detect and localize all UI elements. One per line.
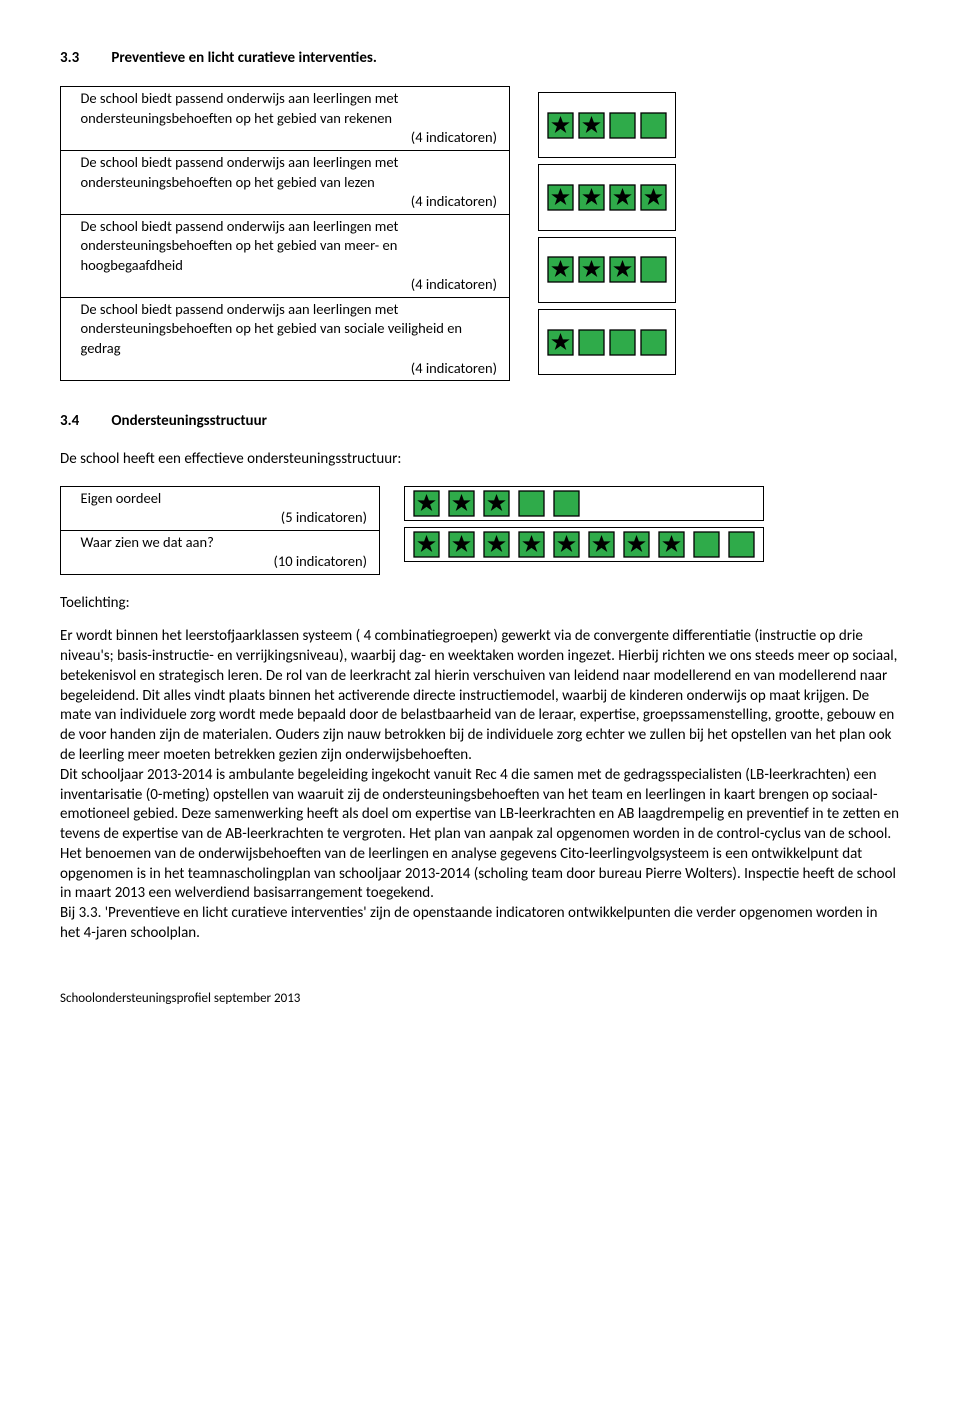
- indicator-box: [547, 256, 574, 283]
- indicator-box: [640, 112, 667, 139]
- section-33-heading: 3.3 Preventieve en licht curatieve inter…: [60, 48, 900, 68]
- indicator-box: [640, 329, 667, 356]
- indicator-box: [413, 531, 440, 558]
- indicator-box: [483, 490, 510, 517]
- indicator-box: [609, 329, 636, 356]
- body-paragraph: Er wordt binnen het leerstofjaarklassen …: [60, 627, 900, 944]
- indicator-box: [588, 531, 615, 558]
- row-indicator-count: (4 indicatoren): [81, 192, 502, 212]
- row-text: De school biedt passend onderwijs aan le…: [81, 153, 399, 191]
- indicator-box: [518, 490, 545, 517]
- table-gutter: [61, 530, 79, 574]
- indicator-box: [578, 329, 605, 356]
- section-33-num: 3.3: [60, 48, 108, 68]
- row-indicator-count: (4 indicatoren): [81, 275, 502, 295]
- table-gutter: [61, 297, 79, 380]
- row-indicator-count: (5 indicatoren): [81, 508, 372, 528]
- indicator-box: [483, 531, 510, 558]
- indicator-box: [658, 531, 685, 558]
- row-indicator-count: (4 indicatoren): [81, 359, 502, 379]
- table-cell: Eigen oordeel(5 indicatoren): [79, 486, 380, 530]
- indicator-cell: [538, 92, 676, 158]
- indicator-box: [623, 531, 650, 558]
- table-cell: De school biedt passend onderwijs aan le…: [79, 297, 510, 380]
- section-33-indicator-table: [534, 86, 680, 381]
- section-34-num: 3.4: [60, 411, 108, 431]
- table-cell: De school biedt passend onderwijs aan le…: [79, 214, 510, 297]
- indicator-cell: [538, 237, 676, 303]
- section-33-text-table: De school biedt passend onderwijs aan le…: [60, 86, 510, 381]
- indicator-box: [413, 490, 440, 517]
- table-gutter: [61, 486, 79, 530]
- indicator-box: [640, 184, 667, 211]
- row-indicator-count: (4 indicatoren): [81, 128, 502, 148]
- indicator-box: [609, 184, 636, 211]
- section-33-row: De school biedt passend onderwijs aan le…: [60, 86, 900, 381]
- indicator-cell: [538, 309, 676, 375]
- row-text: De school biedt passend onderwijs aan le…: [81, 217, 399, 274]
- indicator-box: [693, 531, 720, 558]
- indicator-box: [609, 112, 636, 139]
- indicator-box: [578, 256, 605, 283]
- section-34-indicator-column: [404, 486, 764, 575]
- indicator-box: [518, 531, 545, 558]
- section-34-text-table: Eigen oordeel(5 indicatoren)Waar zien we…: [60, 486, 380, 575]
- indicator-box: [547, 329, 574, 356]
- indicator-box: [547, 184, 574, 211]
- row-label: Waar zien we dat aan?: [81, 533, 214, 551]
- indicator-box: [640, 256, 667, 283]
- body-line: Bij 3.3. 'Preventieve en licht curatieve…: [60, 904, 877, 942]
- table-gutter: [61, 214, 79, 297]
- indicator-cell: [538, 164, 676, 230]
- table-cell: De school biedt passend onderwijs aan le…: [79, 150, 510, 214]
- row-text: De school biedt passend onderwijs aan le…: [81, 300, 463, 357]
- section-34-title: Ondersteuningsstructuur: [111, 412, 267, 430]
- body-line: Er wordt binnen het leerstofjaarklassen …: [60, 627, 897, 764]
- toelichting-label: Toelichting:: [60, 593, 900, 613]
- indicator-box: [578, 184, 605, 211]
- indicator-cell: [404, 527, 764, 562]
- table-gutter: [61, 87, 79, 151]
- indicator-box: [547, 112, 574, 139]
- indicator-box: [609, 256, 636, 283]
- section-34-row: Eigen oordeel(5 indicatoren)Waar zien we…: [60, 486, 900, 575]
- row-text: De school biedt passend onderwijs aan le…: [81, 89, 399, 127]
- indicator-box: [553, 490, 580, 517]
- section-33-title: Preventieve en licht curatieve intervent…: [111, 49, 376, 67]
- footer: Schoolondersteuningsprofiel september 20…: [60, 990, 900, 1008]
- indicator-cell: [404, 486, 764, 521]
- indicator-box: [578, 112, 605, 139]
- indicator-box: [728, 531, 755, 558]
- indicator-box: [553, 531, 580, 558]
- body-line: Dit schooljaar 2013-2014 is ambulante be…: [60, 766, 899, 903]
- row-label: Eigen oordeel: [81, 489, 162, 507]
- indicator-box: [448, 531, 475, 558]
- table-cell: De school biedt passend onderwijs aan le…: [79, 87, 510, 151]
- indicator-box: [448, 490, 475, 517]
- section-34-intro: De school heeft een effectieve ondersteu…: [60, 449, 900, 469]
- table-gutter: [61, 150, 79, 214]
- row-indicator-count: (10 indicatoren): [81, 552, 372, 572]
- section-34-heading: 3.4 Ondersteuningsstructuur: [60, 411, 900, 431]
- table-cell: Waar zien we dat aan?(10 indicatoren): [79, 530, 380, 574]
